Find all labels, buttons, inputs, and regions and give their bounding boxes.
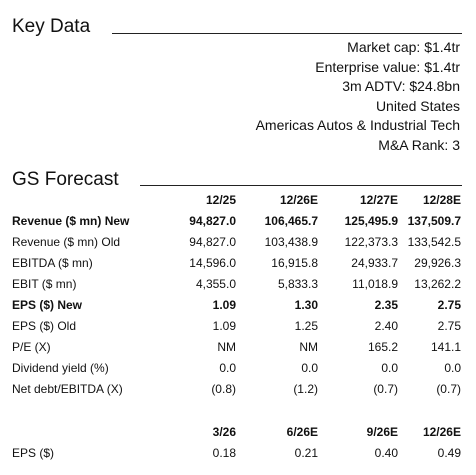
cell-value: 2.75 <box>437 298 461 312</box>
cell-value: 133,542.5 <box>407 235 461 249</box>
cell-value: 0.21 <box>294 446 318 460</box>
column-header: 12/26E <box>422 425 461 439</box>
cell-value: (0.8) <box>211 382 236 396</box>
row-label: EBIT ($ mn) <box>12 277 77 291</box>
cell-value: 5,833.3 <box>277 277 318 291</box>
row-label: EBITDA ($ mn) <box>12 256 93 270</box>
key-data-item: Enterprise value: $1.4tr <box>315 58 460 75</box>
cell-value: NM <box>299 340 318 354</box>
row-label: P/E (X) <box>12 340 51 354</box>
cell-value: 2.75 <box>437 319 461 333</box>
cell-value: 0.0 <box>381 361 398 375</box>
key-data-item: Americas Autos & Industrial Tech <box>255 117 460 133</box>
key-data-item: United States <box>375 97 460 114</box>
cell-value: (0.7) <box>373 382 398 396</box>
cell-value: 1.30 <box>294 298 318 312</box>
cell-value: 94,827.0 <box>189 235 236 249</box>
cell-value: 4,355.0 <box>195 277 236 291</box>
cell-value: (0.7) <box>436 382 461 396</box>
column-header: 12/25 <box>205 193 236 207</box>
cell-value: 13,262.2 <box>414 277 461 291</box>
column-header: 12/26E <box>279 193 318 207</box>
key-data-title: Key Data <box>12 16 91 37</box>
cell-value: 165.2 <box>367 340 398 354</box>
cell-value: 16,915.8 <box>271 256 318 270</box>
column-header: 3/26 <box>212 425 236 439</box>
row-label: Dividend yield (%) <box>12 361 109 375</box>
cell-value: 0.49 <box>437 446 461 460</box>
key-data-item: Market cap: $1.4tr <box>347 39 460 55</box>
cell-value: 137,509.7 <box>407 214 461 228</box>
column-header: 6/26E <box>286 425 318 439</box>
cell-value: 2.40 <box>374 319 398 333</box>
cell-value: 103,438.9 <box>264 235 318 249</box>
cell-value: 0.0 <box>219 361 236 375</box>
cell-value: 0.0 <box>301 361 318 375</box>
cell-value: 24,933.7 <box>351 256 398 270</box>
forecast-title: GS Forecast <box>12 169 119 190</box>
key-data-item: 3m ADTV: $24.8bn <box>342 78 460 94</box>
cell-value: 29,926.3 <box>414 256 461 270</box>
cell-value: (1.2) <box>293 382 318 396</box>
cell-value: 94,827.0 <box>189 214 236 228</box>
cell-value: 1.09 <box>212 319 236 333</box>
column-header: 12/28E <box>422 193 461 207</box>
rule <box>140 185 462 186</box>
cell-value: 1.25 <box>294 319 318 333</box>
cell-value: 11,018.9 <box>352 277 398 291</box>
cell-value: NM <box>217 340 236 354</box>
cell-value: 141.1 <box>430 340 461 354</box>
row-label: Net debt/EBITDA (X) <box>12 382 123 396</box>
row-label: EPS ($) Old <box>12 319 77 333</box>
cell-value: 0.40 <box>374 446 398 460</box>
cell-value: 0.18 <box>212 446 236 460</box>
cell-value: 122,373.3 <box>344 235 398 249</box>
column-header: 9/26E <box>366 425 398 439</box>
cell-value: 125,495.9 <box>344 214 398 228</box>
rule <box>112 33 462 34</box>
cell-value: 106,465.7 <box>264 214 318 228</box>
row-label: Revenue ($ mn) New <box>12 214 130 228</box>
cell-value: 2.35 <box>374 298 398 312</box>
row-label: EPS ($) New <box>12 298 83 312</box>
cell-value: 14,596.0 <box>189 256 236 270</box>
column-header: 12/27E <box>359 193 398 207</box>
row-label: EPS ($) <box>12 446 55 460</box>
row-label: Revenue ($ mn) Old <box>12 235 121 249</box>
cell-value: 1.09 <box>212 298 236 312</box>
key-data-item: M&A Rank: 3 <box>378 136 460 153</box>
cell-value: 0.0 <box>444 361 461 375</box>
